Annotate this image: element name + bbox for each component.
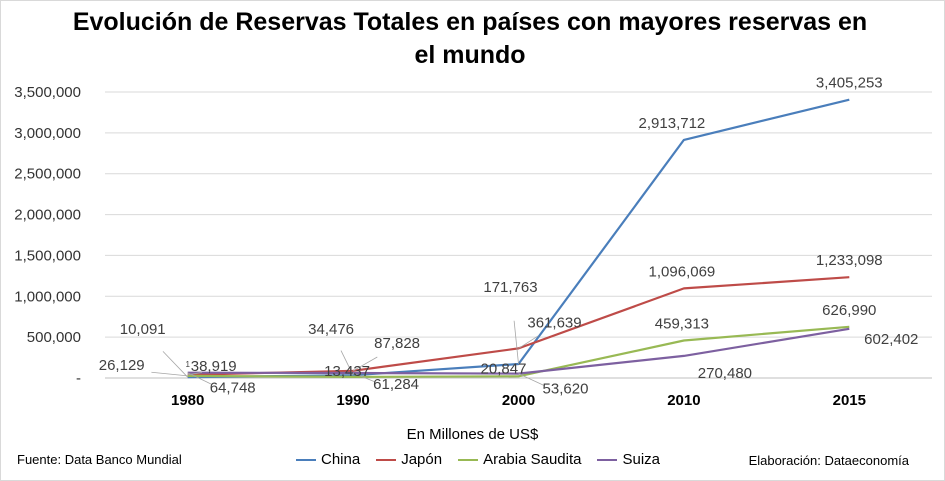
x-tick-label: 2000 xyxy=(502,392,535,409)
series-line-suiza xyxy=(187,327,850,375)
x-tick-label: 1990 xyxy=(336,392,369,409)
legend-swatch xyxy=(597,458,618,461)
data-label: 64,748 xyxy=(210,380,256,397)
y-tick-label: 2,000,000 xyxy=(14,207,81,224)
data-label: 602,402 xyxy=(864,331,918,348)
gridlines xyxy=(105,91,932,379)
leader-line xyxy=(187,372,213,386)
credit-note: Elaboración: Dataeconomía xyxy=(748,453,909,468)
data-label: 626,990 xyxy=(822,302,876,319)
leader-line xyxy=(352,356,378,372)
leader-line xyxy=(162,351,188,378)
label-leaders xyxy=(151,320,545,386)
data-label: 10,091 xyxy=(120,321,166,338)
x-axis-label: En Millones de US$ xyxy=(406,426,539,443)
series-line-arabia-saudita xyxy=(187,325,850,378)
data-label: 3,405,253 xyxy=(816,75,883,92)
legend-label: China xyxy=(321,451,361,468)
chart-title: Evolución de Reservas Totales en países … xyxy=(72,8,868,69)
y-tick-label: - xyxy=(76,370,81,387)
y-tick-label: 500,000 xyxy=(27,329,81,346)
data-labels: 10,091 34,476 171,763 2,913,712 3,405,253 38,… xyxy=(99,75,919,398)
data-label: 171,763 xyxy=(483,279,537,296)
legend: China Japón Arabia Saudita Suiza xyxy=(296,451,660,468)
x-tick-label: 1980 xyxy=(171,392,204,409)
legend-swatch xyxy=(376,458,397,461)
series-lines xyxy=(187,98,850,379)
data-label: 26,129 xyxy=(99,357,145,374)
y-tick-label: 3,500,000 xyxy=(14,84,81,101)
data-label: 38,919 xyxy=(191,358,237,375)
legend-swatch xyxy=(458,458,479,461)
legend-item: Suiza xyxy=(597,451,660,468)
data-label: 61,284 xyxy=(373,376,419,393)
legend-label: Suiza xyxy=(622,451,661,468)
y-tick-label: 1,500,000 xyxy=(14,247,81,264)
legend-item: Arabia Saudita xyxy=(458,451,581,468)
data-label: 53,620 xyxy=(543,381,589,398)
small-marker-label: 1 xyxy=(185,360,190,369)
source-note: Fuente: Data Banco Mundial xyxy=(17,452,182,467)
data-label: 1,096,069 xyxy=(649,263,716,280)
data-label: 34,476 xyxy=(308,321,354,338)
data-label: 459,313 xyxy=(655,315,709,332)
y-axis: - 500,000 1,000,000 1,500,000 2,000,000 2,500… xyxy=(14,84,81,387)
leader-line xyxy=(352,372,377,383)
leader-line xyxy=(151,371,188,377)
leader-line xyxy=(518,335,539,349)
data-label: 20,847 xyxy=(481,360,527,377)
leader-line xyxy=(513,320,519,365)
legend-item: China xyxy=(296,451,360,468)
legend-item: Japón xyxy=(376,451,442,468)
data-label: 361,639 xyxy=(527,314,581,331)
data-label: 2,913,712 xyxy=(639,115,706,132)
data-label: 13,437 xyxy=(324,363,370,380)
y-tick-label: 1,000,000 xyxy=(14,288,81,305)
legend-swatch xyxy=(296,458,316,461)
legend-label: Japón xyxy=(401,451,443,468)
leader-line xyxy=(187,372,203,376)
y-tick-label: 2,500,000 xyxy=(14,166,81,183)
leader-line xyxy=(518,373,545,386)
y-tick-label: 3,000,000 xyxy=(14,125,81,142)
data-label: 270,480 xyxy=(698,365,752,382)
x-tick-label: 2010 xyxy=(667,392,700,409)
x-tick-label: 2015 xyxy=(833,392,866,409)
data-label: 1,233,098 xyxy=(816,252,883,269)
data-label: 87,828 xyxy=(374,335,420,352)
legend-label: Arabia Saudita xyxy=(483,451,582,468)
leader-line xyxy=(340,350,354,376)
x-axis: 1980 1990 2000 2010 2015 xyxy=(171,392,866,409)
